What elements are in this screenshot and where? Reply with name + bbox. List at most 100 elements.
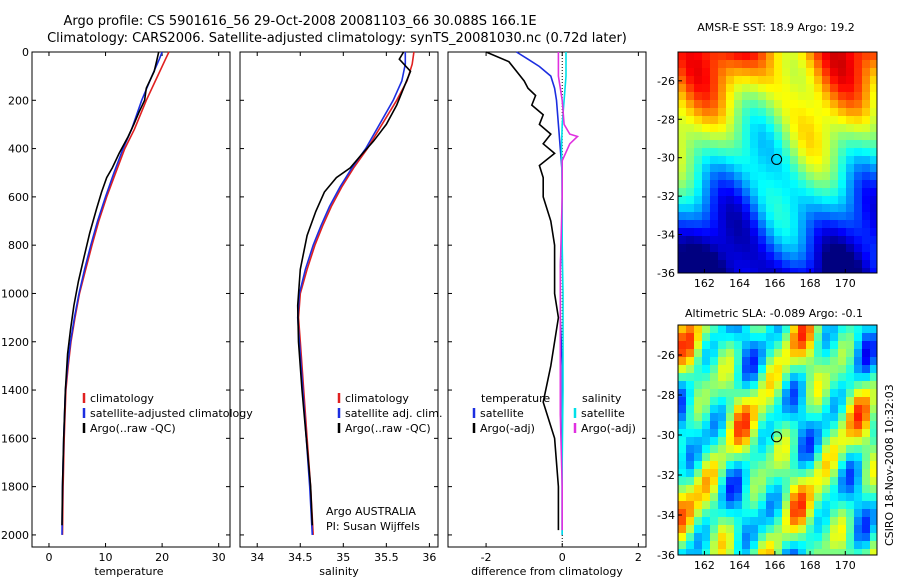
heatmap-cell — [710, 405, 719, 414]
heatmap-cell — [782, 429, 791, 438]
heatmap-cell — [718, 196, 727, 205]
heatmap-cell — [790, 373, 799, 382]
heatmap-cell — [678, 252, 687, 261]
heatmap-cell — [758, 204, 767, 213]
heatmap-cell — [854, 397, 863, 406]
heatmap-cell — [854, 180, 863, 189]
heatmap-cell — [686, 349, 695, 358]
heatmap-cell — [806, 517, 815, 526]
heatmap-cell — [774, 405, 783, 414]
heatmap-cell — [750, 429, 759, 438]
legend-label: Argo(-adj) — [581, 422, 636, 435]
heatmap-cell — [702, 132, 711, 141]
heatmap-cell — [694, 268, 703, 273]
heatmap-cell — [782, 164, 791, 173]
heatmap-cell — [774, 501, 783, 510]
heatmap-cell — [710, 397, 719, 406]
heatmap-cell — [774, 220, 783, 229]
heatmap-cell — [718, 485, 727, 494]
heatmap-cell — [782, 76, 791, 85]
heatmap-cell — [790, 341, 799, 350]
heatmap-cell — [862, 365, 871, 374]
heatmap-cell — [710, 533, 719, 542]
heatmap-cell — [806, 52, 815, 61]
heatmap-cell — [838, 196, 847, 205]
heatmap-cell — [854, 268, 863, 273]
heatmap-cell — [846, 381, 855, 390]
heatmap-cell — [838, 188, 847, 197]
heatmap-cell — [830, 405, 839, 414]
heatmap-cell — [790, 244, 799, 253]
heatmap-cell — [822, 92, 831, 101]
heatmap-cell — [718, 204, 727, 213]
heatmap-cell — [702, 260, 711, 269]
heatmap-cell — [758, 437, 767, 446]
map-x-tick-label: 166 — [764, 559, 785, 572]
heatmap-cell — [694, 252, 703, 261]
heatmap-cell — [766, 509, 775, 518]
heatmap-cell — [790, 196, 799, 205]
heatmap-cell — [814, 116, 823, 125]
heatmap-cell — [702, 76, 711, 85]
heatmap-cell — [854, 461, 863, 470]
heatmap-cell — [830, 60, 839, 69]
heatmap-cell — [862, 140, 871, 149]
sla-map-frame — [677, 324, 878, 556]
heatmap-cell — [798, 413, 807, 422]
heatmap-cell — [830, 92, 839, 101]
heatmap-cell — [718, 461, 727, 470]
heatmap-cell — [702, 116, 711, 125]
y-tick-label: 1000 — [1, 287, 29, 300]
x-tick-label: 20 — [155, 551, 169, 564]
heatmap-cell — [774, 517, 783, 526]
heatmap-cell — [822, 140, 831, 149]
heatmap-cell — [854, 325, 863, 334]
heatmap-cell — [790, 533, 799, 542]
heatmap-cell — [790, 541, 799, 550]
map-y-tick-label: -28 — [657, 389, 675, 402]
heatmap-cell — [750, 461, 759, 470]
heatmap-cell — [806, 373, 815, 382]
temperature-panel: temperature 0 10 20 30020040060080010001200… — [1, 46, 253, 578]
heatmap-cell — [750, 469, 759, 478]
heatmap-cell — [870, 220, 877, 229]
heatmap-cell — [726, 477, 735, 486]
heatmap-cell — [758, 236, 767, 245]
heatmap-cell — [838, 437, 847, 446]
heatmap-cell — [742, 533, 751, 542]
heatmap-cell — [750, 68, 759, 77]
heatmap-cell — [822, 469, 831, 478]
heatmap-cell — [694, 477, 703, 486]
heatmap-cell — [870, 228, 877, 237]
heatmap-cell — [750, 92, 759, 101]
heatmap-cell — [750, 212, 759, 221]
heatmap-cell — [726, 533, 735, 542]
heatmap-cell — [846, 445, 855, 454]
heatmap-cell — [806, 381, 815, 390]
heatmap-cell — [806, 493, 815, 502]
heatmap-cell — [862, 60, 871, 69]
heatmap-cell — [822, 188, 831, 197]
heatmap-cell — [822, 413, 831, 422]
heatmap-cell — [838, 252, 847, 261]
heatmap-cell — [726, 180, 735, 189]
heatmap-cell — [742, 84, 751, 93]
heatmap-cell — [726, 244, 735, 253]
heatmap-cell — [686, 445, 695, 454]
heatmap-cell — [854, 172, 863, 181]
heatmap-cell — [814, 228, 823, 237]
map-x-tick-label: 168 — [800, 277, 821, 290]
heatmap-cell — [758, 196, 767, 205]
heatmap-cell — [766, 349, 775, 358]
heatmap-cell — [870, 236, 877, 245]
heatmap-cell — [742, 493, 751, 502]
heatmap-cell — [702, 381, 711, 390]
heatmap-cell — [742, 212, 751, 221]
map-x-tick-label: 164 — [729, 277, 750, 290]
heatmap-cell — [846, 477, 855, 486]
heatmap-cell — [806, 228, 815, 237]
heatmap-cell — [830, 325, 839, 334]
heatmap-cell — [766, 268, 775, 273]
heatmap-cell — [854, 76, 863, 85]
